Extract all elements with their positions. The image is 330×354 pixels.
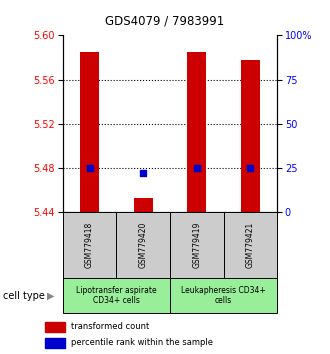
FancyBboxPatch shape bbox=[170, 278, 277, 313]
Bar bbox=[134, 198, 152, 212]
Text: GSM779420: GSM779420 bbox=[139, 222, 148, 268]
FancyBboxPatch shape bbox=[63, 212, 116, 278]
Text: cell type: cell type bbox=[3, 291, 45, 301]
Text: percentile rank within the sample: percentile rank within the sample bbox=[71, 338, 213, 347]
Text: transformed count: transformed count bbox=[71, 322, 149, 331]
Bar bbox=[45, 338, 65, 348]
Text: ▶: ▶ bbox=[48, 291, 55, 301]
Bar bbox=[80, 52, 99, 212]
Bar bbox=[45, 322, 65, 332]
FancyBboxPatch shape bbox=[116, 212, 170, 278]
Point bbox=[141, 171, 146, 176]
Text: GSM779419: GSM779419 bbox=[192, 222, 201, 268]
Text: Lipotransfer aspirate
CD34+ cells: Lipotransfer aspirate CD34+ cells bbox=[76, 286, 157, 305]
Text: GSM779421: GSM779421 bbox=[246, 222, 255, 268]
FancyBboxPatch shape bbox=[63, 278, 170, 313]
Text: GSM779418: GSM779418 bbox=[85, 222, 94, 268]
Point bbox=[87, 165, 92, 171]
Bar bbox=[241, 60, 260, 212]
Bar bbox=[187, 52, 206, 212]
Text: Leukapheresis CD34+
cells: Leukapheresis CD34+ cells bbox=[181, 286, 266, 305]
FancyBboxPatch shape bbox=[170, 212, 224, 278]
Point bbox=[248, 165, 253, 171]
Point bbox=[194, 165, 199, 171]
FancyBboxPatch shape bbox=[224, 212, 277, 278]
Text: GDS4079 / 7983991: GDS4079 / 7983991 bbox=[105, 15, 225, 28]
